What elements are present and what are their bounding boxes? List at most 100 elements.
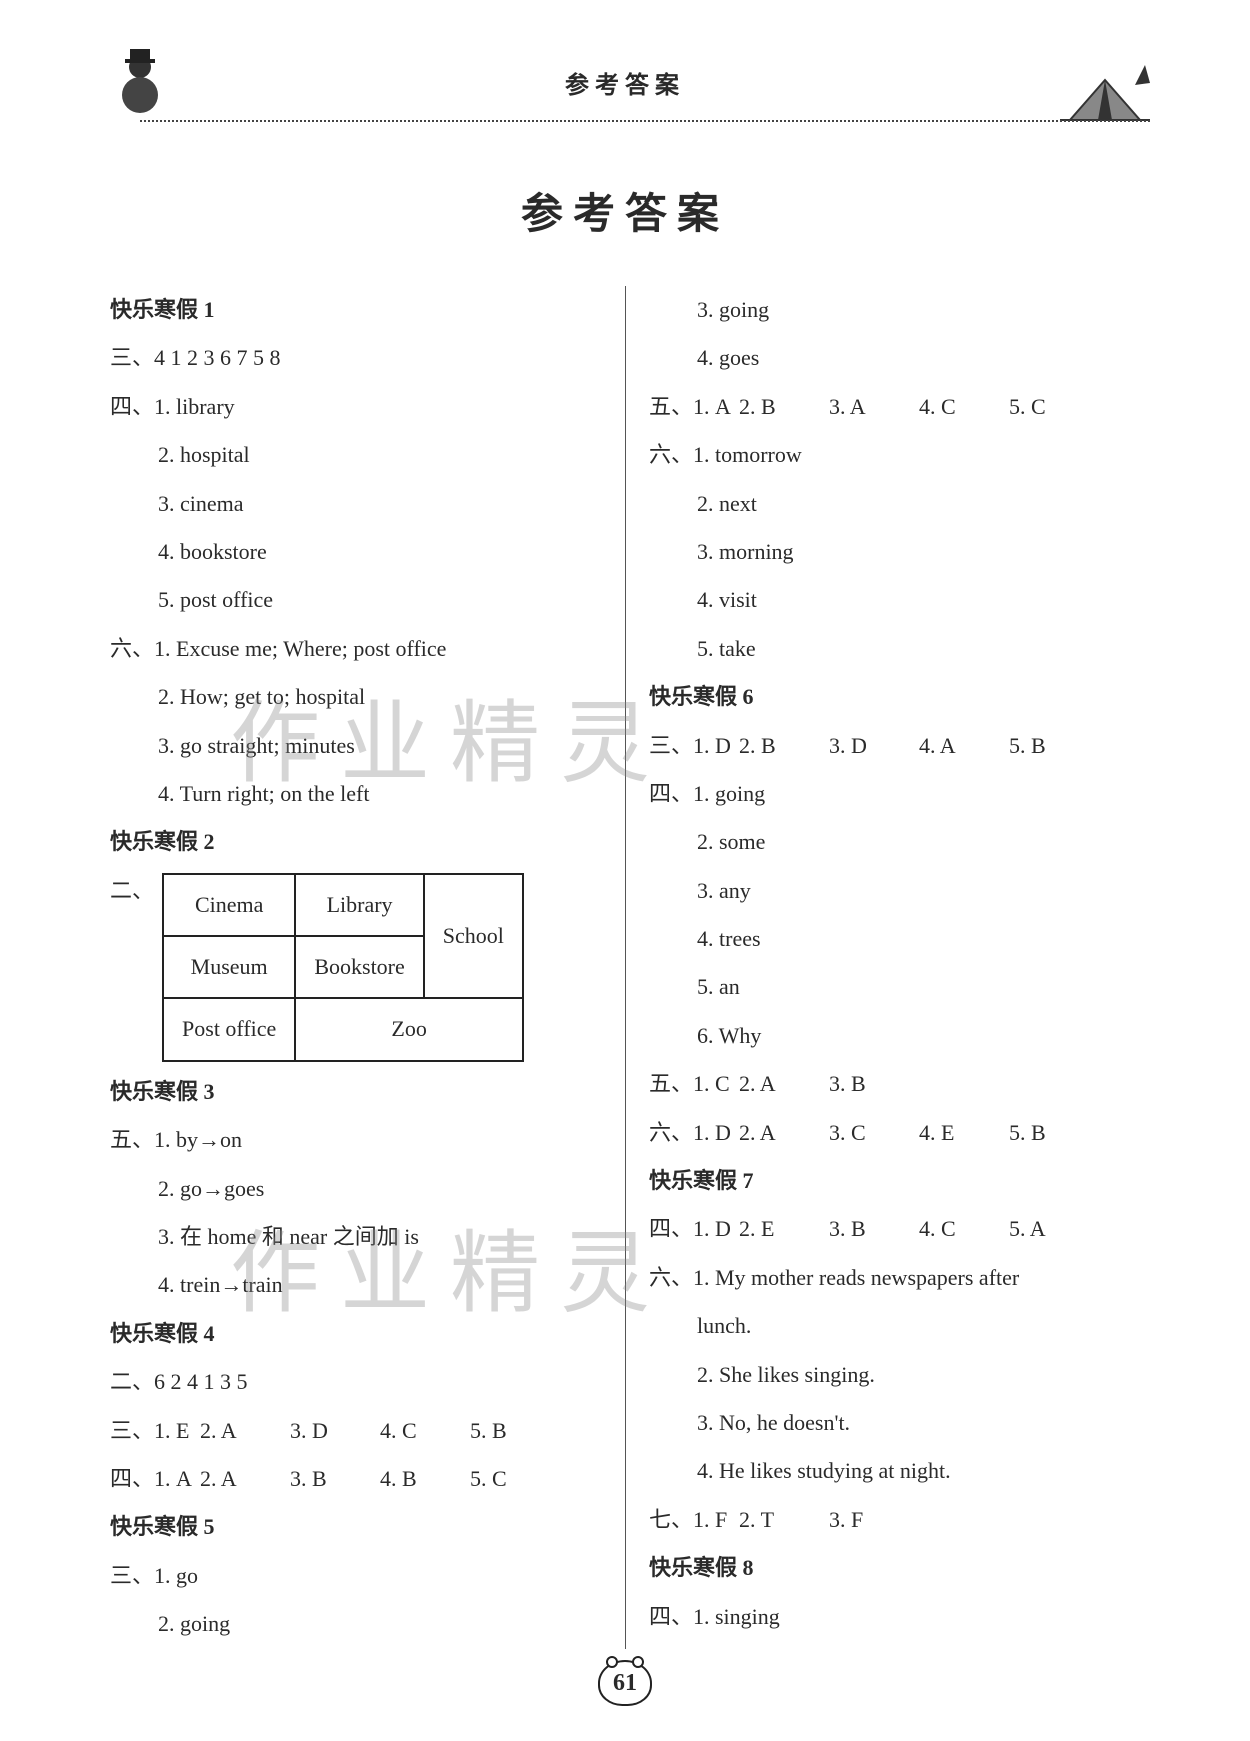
answer-line: 3. any [649, 867, 1140, 915]
answer-line: 4. He likes studying at night. [649, 1447, 1140, 1495]
main-title: 参考答案 [110, 180, 1140, 241]
mc-item: 四、1. D [649, 1205, 739, 1253]
mc-item: 2. T [739, 1496, 829, 1544]
answer-line: 三、4 1 2 3 6 7 5 8 [110, 334, 601, 382]
answer-line: 5. take [649, 625, 1140, 673]
tent-icon [1050, 55, 1160, 130]
mc-item: 4. E [919, 1109, 1009, 1157]
mc-item: 2. A [739, 1109, 829, 1157]
section-heading: 快乐寒假 1 [110, 286, 601, 334]
mc-item: 六、1. D [649, 1109, 739, 1157]
section-heading: 快乐寒假 4 [110, 1310, 601, 1358]
answer-line: 3. going [649, 286, 1140, 334]
answer-line: 3. 在 home 和 near 之间加 is [110, 1213, 601, 1261]
right-column: 3. going 4. goes 五、1. A 2. B 3. A 4. C 5… [625, 286, 1140, 1649]
answer-line: 2. some [649, 818, 1140, 866]
answer-line: 4. trein→train [110, 1261, 601, 1309]
mc-item: 三、1. D [649, 722, 739, 770]
section-heading: 快乐寒假 8 [649, 1544, 1140, 1592]
mc-item: 4. B [380, 1455, 470, 1503]
mc-row: 三、1. D 2. B 3. D 4. A 5. B [649, 722, 1140, 770]
mc-item: 5. B [1009, 722, 1099, 770]
answer-table: Cinema Library School Museum Bookstore P… [162, 873, 524, 1062]
table-cell: Museum [163, 936, 295, 998]
answer-line: 二、6 2 4 1 3 5 [110, 1358, 601, 1406]
answer-line: 4. Turn right; on the left [110, 770, 601, 818]
mc-item: 3. B [829, 1205, 919, 1253]
answer-line: 五、1. by→on [110, 1116, 601, 1164]
answer-line: 四、1. singing [649, 1593, 1140, 1641]
answer-line: 2. next [649, 480, 1140, 528]
question-label: 二、 [110, 867, 154, 915]
answer-line: 4. trees [649, 915, 1140, 963]
mc-item: 2. A [200, 1455, 290, 1503]
mc-row: 四、1. A 2. A 3. B 4. B 5. C [110, 1455, 601, 1503]
answer-line: 四、1. library [110, 383, 601, 431]
answer-line: 3. go straight; minutes [110, 722, 601, 770]
section-heading: 快乐寒假 7 [649, 1157, 1140, 1205]
answer-line: 2. How; get to; hospital [110, 673, 601, 721]
answer-line: 3. No, he doesn't. [649, 1399, 1140, 1447]
mc-item: 2. B [739, 383, 829, 431]
mc-item: 七、1. F [649, 1496, 739, 1544]
section-heading: 快乐寒假 5 [110, 1503, 601, 1551]
mc-item: 2. B [739, 722, 829, 770]
answer-line: lunch. [649, 1302, 1140, 1350]
mc-item: 五、1. A [649, 383, 739, 431]
mc-row: 五、1. C 2. A 3. B [649, 1060, 1140, 1108]
section-heading: 快乐寒假 2 [110, 818, 601, 866]
answer-line: 5. post office [110, 576, 601, 624]
answer-line: 四、1. going [649, 770, 1140, 818]
answer-line: 六、1. My mother reads newspapers after [649, 1254, 1140, 1302]
mc-item: 2. A [200, 1407, 290, 1455]
mc-item: 5. C [470, 1455, 560, 1503]
answer-line: 4. goes [649, 334, 1140, 382]
answer-line: 六、1. Excuse me; Where; post office [110, 625, 601, 673]
section-heading: 快乐寒假 6 [649, 673, 1140, 721]
mc-item: 4. A [919, 722, 1009, 770]
mc-item: 3. B [829, 1060, 919, 1108]
answer-line: 3. cinema [110, 480, 601, 528]
mc-item: 2. A [739, 1060, 829, 1108]
header-title: 参考答案 [565, 65, 685, 100]
mc-item: 3. B [290, 1455, 380, 1503]
answer-line: 4. visit [649, 576, 1140, 624]
mc-item: 3. D [290, 1407, 380, 1455]
answer-line: 2. hospital [110, 431, 601, 479]
mc-item: 三、1. E [110, 1407, 200, 1455]
mc-row: 五、1. A 2. B 3. A 4. C 5. C [649, 383, 1140, 431]
section-heading: 快乐寒假 3 [110, 1068, 601, 1116]
content-columns: 快乐寒假 1 三、4 1 2 3 6 7 5 8 四、1. library 2.… [110, 286, 1140, 1649]
column-divider [625, 286, 626, 1649]
answer-line: 三、1. go [110, 1552, 601, 1600]
answer-line: 2. She likes singing. [649, 1351, 1140, 1399]
table-cell: Cinema [163, 874, 295, 936]
table-cell: Post office [163, 998, 295, 1060]
page-number: 61 [598, 1660, 652, 1706]
table-cell: School [424, 874, 523, 999]
answer-line: 六、1. tomorrow [649, 431, 1140, 479]
answer-line: 3. morning [649, 528, 1140, 576]
table-cell: Library [295, 874, 423, 936]
mc-item: 3. F [829, 1496, 919, 1544]
left-column: 快乐寒假 1 三、4 1 2 3 6 7 5 8 四、1. library 2.… [110, 286, 625, 1649]
mc-item: 5. C [1009, 383, 1099, 431]
answer-line: 2. go→goes [110, 1165, 601, 1213]
mc-item: 5. A [1009, 1205, 1099, 1253]
mc-item: 4. C [919, 383, 1009, 431]
mc-item: 五、1. C [649, 1060, 739, 1108]
mc-row: 七、1. F 2. T 3. F [649, 1496, 1140, 1544]
mc-item: 5. B [1009, 1109, 1099, 1157]
mc-item: 四、1. A [110, 1455, 200, 1503]
answer-line: 4. bookstore [110, 528, 601, 576]
mc-item: 4. C [919, 1205, 1009, 1253]
mc-row: 四、1. D 2. E 3. B 4. C 5. A [649, 1205, 1140, 1253]
answer-line: 5. an [649, 963, 1140, 1011]
snowman-icon [110, 45, 170, 125]
mc-row: 六、1. D 2. A 3. C 4. E 5. B [649, 1109, 1140, 1157]
answer-line: 6. Why [649, 1012, 1140, 1060]
answer-line: 2. going [110, 1600, 601, 1648]
mc-row: 三、1. E 2. A 3. D 4. C 5. B [110, 1407, 601, 1455]
header-divider [140, 120, 1150, 122]
table-cell: Bookstore [295, 936, 423, 998]
